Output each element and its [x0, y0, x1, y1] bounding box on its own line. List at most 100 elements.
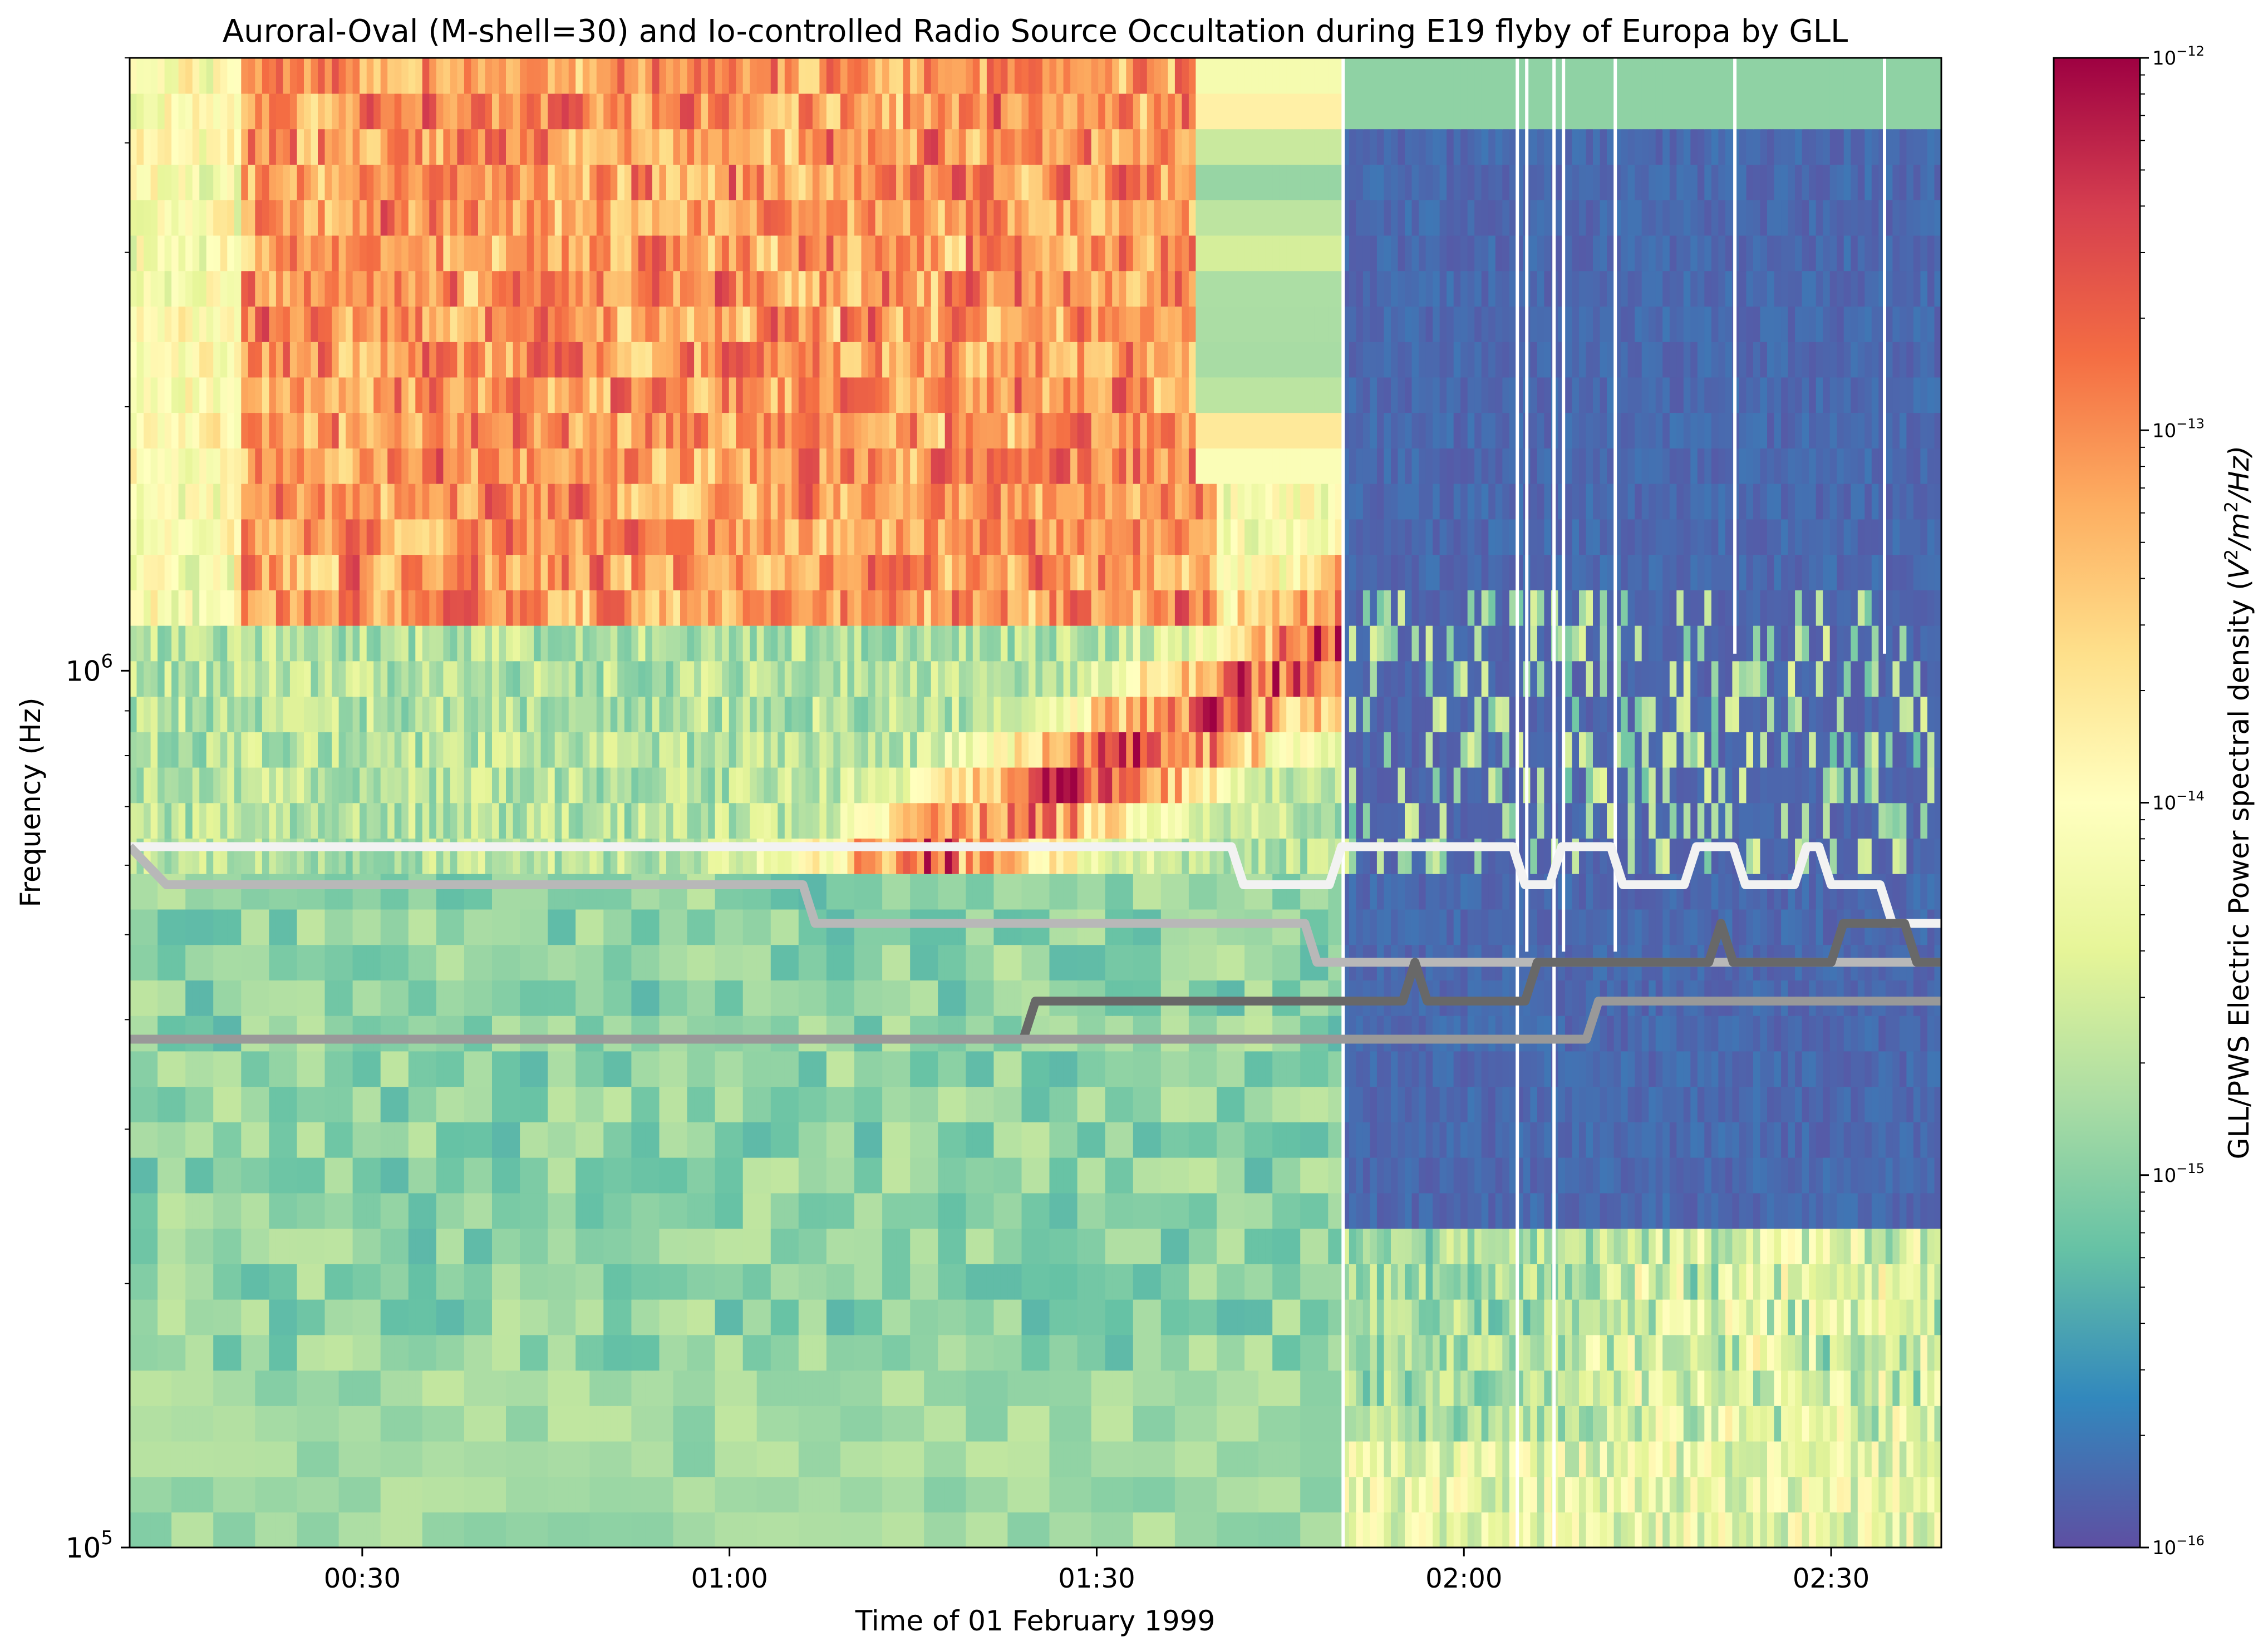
heatmap-cell [1105, 1192, 1113, 1229]
heatmap-cell [304, 1370, 312, 1406]
heatmap-cell [485, 1476, 493, 1512]
heatmap-cell [1405, 1334, 1413, 1371]
heatmap-cell [1523, 1157, 1531, 1194]
heatmap-cell [910, 874, 918, 910]
heatmap-cell [1098, 1122, 1106, 1158]
heatmap-cell [1251, 1192, 1259, 1229]
heatmap-cell [938, 1192, 946, 1229]
heatmap-cell [443, 874, 451, 910]
heatmap-cell [1244, 1476, 1252, 1512]
heatmap-cell [1279, 1122, 1287, 1158]
heatmap-cell [415, 874, 423, 910]
heatmap-cell [1300, 1051, 1308, 1087]
heatmap-cell [1725, 1015, 1733, 1052]
heatmap-cell [192, 909, 200, 945]
heatmap-cell [1725, 1441, 1733, 1477]
heatmap-cell [958, 1015, 967, 1052]
heatmap-cell [1816, 1299, 1823, 1335]
heatmap-cell [269, 1086, 277, 1122]
heatmap-cell [1035, 874, 1043, 910]
heatmap-cell [1593, 1228, 1601, 1264]
heatmap-cell [1411, 1476, 1419, 1512]
heatmap-cell [1453, 909, 1461, 945]
heatmap-cell [443, 1441, 451, 1477]
heatmap-cell [332, 1334, 340, 1371]
heatmap-cell [1593, 1406, 1601, 1442]
heatmap-cell [652, 1334, 660, 1371]
heatmap-cell [1070, 1264, 1078, 1300]
heatmap-cell [1084, 1299, 1092, 1335]
heatmap-cell [1627, 1476, 1635, 1512]
heatmap-cell [624, 1192, 632, 1229]
heatmap-cell [575, 1228, 583, 1264]
heatmap-cell [1683, 1334, 1691, 1371]
heatmap-cell [944, 874, 952, 910]
heatmap-cell [673, 1192, 681, 1229]
heatmap-cell [958, 980, 967, 1016]
heatmap-cell [1851, 1441, 1858, 1477]
heatmap-cell [1641, 1122, 1649, 1158]
heatmap-cell [1474, 1086, 1482, 1122]
heatmap-cell [1885, 1015, 1893, 1052]
heatmap-cell [889, 980, 897, 1016]
heatmap-cell [1851, 1476, 1858, 1512]
heatmap-cell [1251, 874, 1259, 910]
heatmap-cell [1767, 1086, 1775, 1122]
heatmap-cell [1732, 1015, 1740, 1052]
heatmap-cell [1718, 1406, 1726, 1442]
heatmap-cell [1321, 909, 1329, 945]
heatmap-cell [1725, 1157, 1733, 1194]
heatmap-cell [944, 980, 952, 1016]
heatmap-cell [1063, 1406, 1071, 1442]
heatmap-cell [352, 1086, 360, 1122]
heatmap-cell [784, 1086, 793, 1122]
heatmap-cell [819, 1299, 827, 1335]
heatmap-cell [227, 1476, 235, 1512]
heatmap-cell [624, 1476, 632, 1512]
heatmap-cell [917, 1157, 924, 1194]
heatmap-cell [1558, 1299, 1566, 1335]
heatmap-cell [742, 1157, 750, 1194]
heatmap-cell [213, 1051, 221, 1087]
heatmap-cell [513, 980, 520, 1016]
heatmap-cell [1398, 1015, 1405, 1052]
heatmap-cell [1000, 1228, 1008, 1264]
heatmap-cell [185, 1512, 193, 1547]
heatmap-cell [1021, 1086, 1029, 1122]
heatmap-cell [575, 1441, 583, 1477]
heatmap-cell [1433, 909, 1440, 945]
heatmap-cell [1655, 1370, 1663, 1406]
heatmap-cell [1217, 1192, 1224, 1229]
heatmap-cell [1899, 1122, 1907, 1158]
heatmap-cell [1049, 1334, 1057, 1371]
heatmap-cell [506, 1370, 514, 1406]
heatmap-cell [1760, 1476, 1768, 1512]
heatmap-cell [1063, 874, 1071, 910]
heatmap-cell [868, 1015, 876, 1052]
heatmap-cell [958, 1086, 967, 1122]
heatmap-cell [778, 1086, 785, 1122]
heatmap-cell [318, 1122, 326, 1158]
heatmap-cell [1760, 1157, 1768, 1194]
heatmap-cell [1447, 1370, 1454, 1406]
heatmap-cell [938, 1157, 946, 1194]
heatmap-cell [798, 1015, 806, 1052]
heatmap-cell [861, 1051, 869, 1087]
heatmap-cell [346, 1441, 353, 1477]
heatmap-cell [213, 1192, 221, 1229]
heatmap-cell [1035, 1370, 1043, 1406]
heatmap-cell [603, 1476, 611, 1512]
heatmap-cell [1864, 1334, 1872, 1371]
heatmap-cell [1035, 1406, 1043, 1442]
heatmap-cell [1460, 1192, 1468, 1229]
heatmap-cell [1906, 1051, 1914, 1087]
heatmap-cell [1906, 1406, 1914, 1442]
heatmap-cell [136, 980, 144, 1016]
heatmap-cell [373, 909, 381, 945]
heatmap-cell [1223, 1370, 1231, 1406]
heatmap-cell [1425, 1476, 1433, 1512]
heatmap-cell [1781, 1476, 1789, 1512]
heatmap-cell [1244, 1051, 1252, 1087]
heatmap-cell [1502, 874, 1510, 910]
heatmap-cell [1042, 1051, 1050, 1087]
